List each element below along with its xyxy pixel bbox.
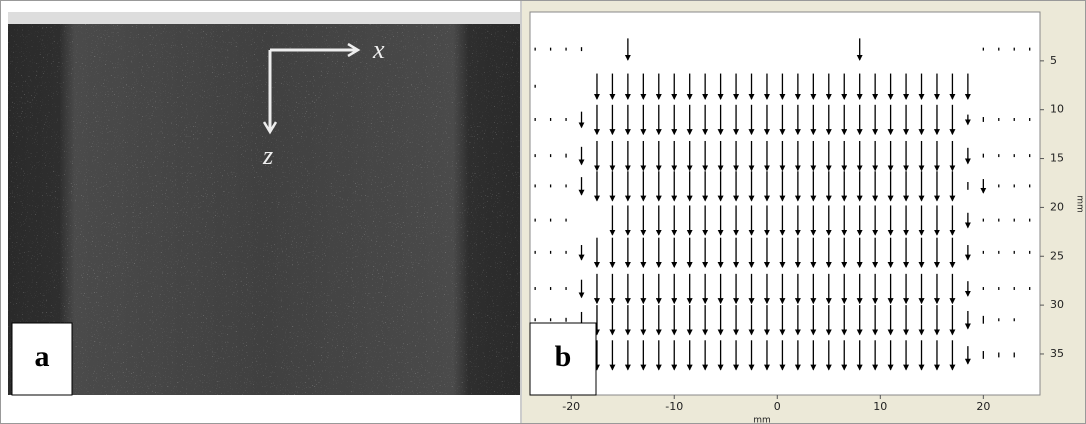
y-tick-label: 35 xyxy=(1050,347,1064,360)
y-tick-label: 30 xyxy=(1050,298,1064,311)
photo-grain xyxy=(8,12,520,395)
photo-top xyxy=(8,12,520,24)
x-axis-label: x xyxy=(372,35,385,64)
y-tick-label: 20 xyxy=(1050,200,1064,213)
x-tick-label: 10 xyxy=(873,400,887,413)
x-tick-label: 0 xyxy=(774,400,781,413)
plot xyxy=(534,38,1031,371)
plot-area xyxy=(529,11,1041,396)
y-axis-title: mm xyxy=(1075,195,1085,213)
panel-label: b xyxy=(555,340,572,373)
x-tick-label: -10 xyxy=(665,400,683,413)
y-tick-label: 10 xyxy=(1050,103,1064,116)
y-tick-label: 15 xyxy=(1050,152,1064,165)
label-box xyxy=(529,322,597,396)
x-axis-title: mm xyxy=(753,416,771,424)
panel-label: a xyxy=(35,340,50,373)
x-tick-label: 20 xyxy=(976,400,990,413)
label-box xyxy=(11,322,73,396)
y-tick-label: 25 xyxy=(1050,249,1064,262)
y-tick-label: 5 xyxy=(1050,54,1057,67)
x-tick-label: -20 xyxy=(562,400,580,413)
z-axis-label: z xyxy=(262,141,273,170)
photo-panel: x z a xyxy=(8,12,520,396)
